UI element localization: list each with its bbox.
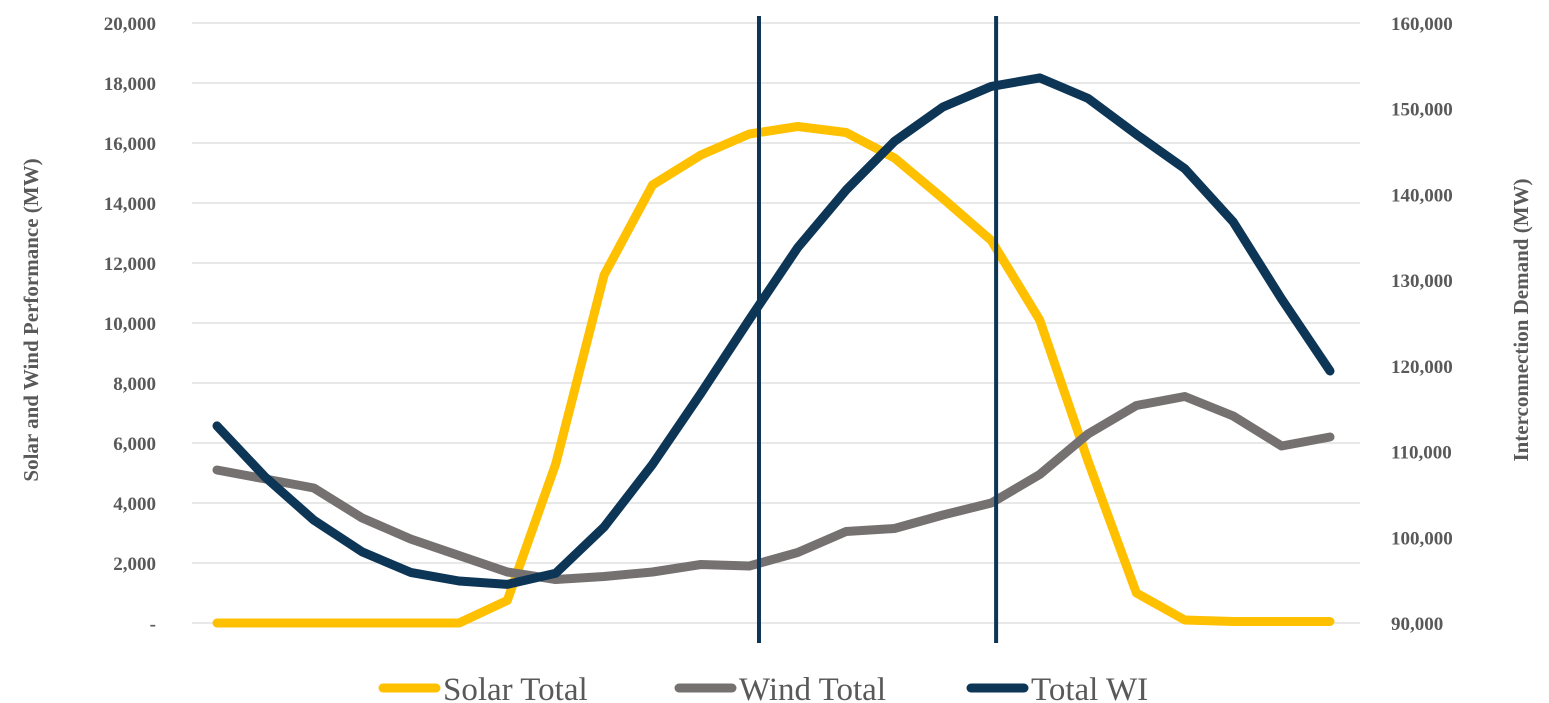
right-axis-ticks: 90,000 100,000 110,000 120,000 130,000 140,00… — [1391, 14, 1453, 635]
right-tick-label: 120,000 — [1391, 357, 1453, 378]
left-tick-label: - — [150, 614, 156, 635]
gridlines — [192, 22, 1360, 624]
right-tick-label: 90,000 — [1391, 614, 1443, 635]
legend-label-wind-total: Wind Total — [739, 672, 886, 703]
left-tick-label: 16,000 — [104, 134, 156, 155]
legend-label-total-wi: Total WI — [1031, 672, 1148, 703]
left-tick-label: 10,000 — [104, 314, 156, 335]
right-tick-label: 110,000 — [1391, 443, 1452, 464]
left-tick-label: 6,000 — [113, 434, 156, 455]
legend: Solar Total Wind Total Total WI — [378, 672, 1148, 703]
left-tick-label: 12,000 — [104, 254, 156, 275]
left-axis-title: Solar and Wind Performance (MW) — [19, 158, 43, 481]
right-axis-title: Interconnection Demand (MW) — [1509, 178, 1533, 461]
right-tick-label: 140,000 — [1391, 185, 1453, 206]
series-line-total-wi — [212, 73, 1335, 589]
series-lines — [212, 73, 1335, 628]
series-line-wind-total — [212, 392, 1335, 584]
left-axis-ticks: - 2,000 4,000 6,000 8,000 10,000 12,000 14,000 1… — [104, 14, 156, 635]
right-tick-label: 130,000 — [1391, 271, 1453, 292]
left-tick-label: 18,000 — [104, 74, 156, 95]
series-line-solar-total — [212, 122, 1335, 628]
left-tick-label: 20,000 — [104, 14, 156, 35]
right-tick-label: 150,000 — [1391, 100, 1453, 121]
left-tick-label: 14,000 — [104, 194, 156, 215]
right-tick-label: 100,000 — [1391, 528, 1453, 549]
left-tick-label: 8,000 — [113, 374, 156, 395]
right-tick-label: 160,000 — [1391, 14, 1453, 35]
left-tick-label: 2,000 — [113, 554, 156, 575]
vertical-markers — [756, 16, 999, 643]
legend-label-solar-total: Solar Total — [443, 672, 588, 703]
left-tick-label: 4,000 — [113, 494, 156, 515]
